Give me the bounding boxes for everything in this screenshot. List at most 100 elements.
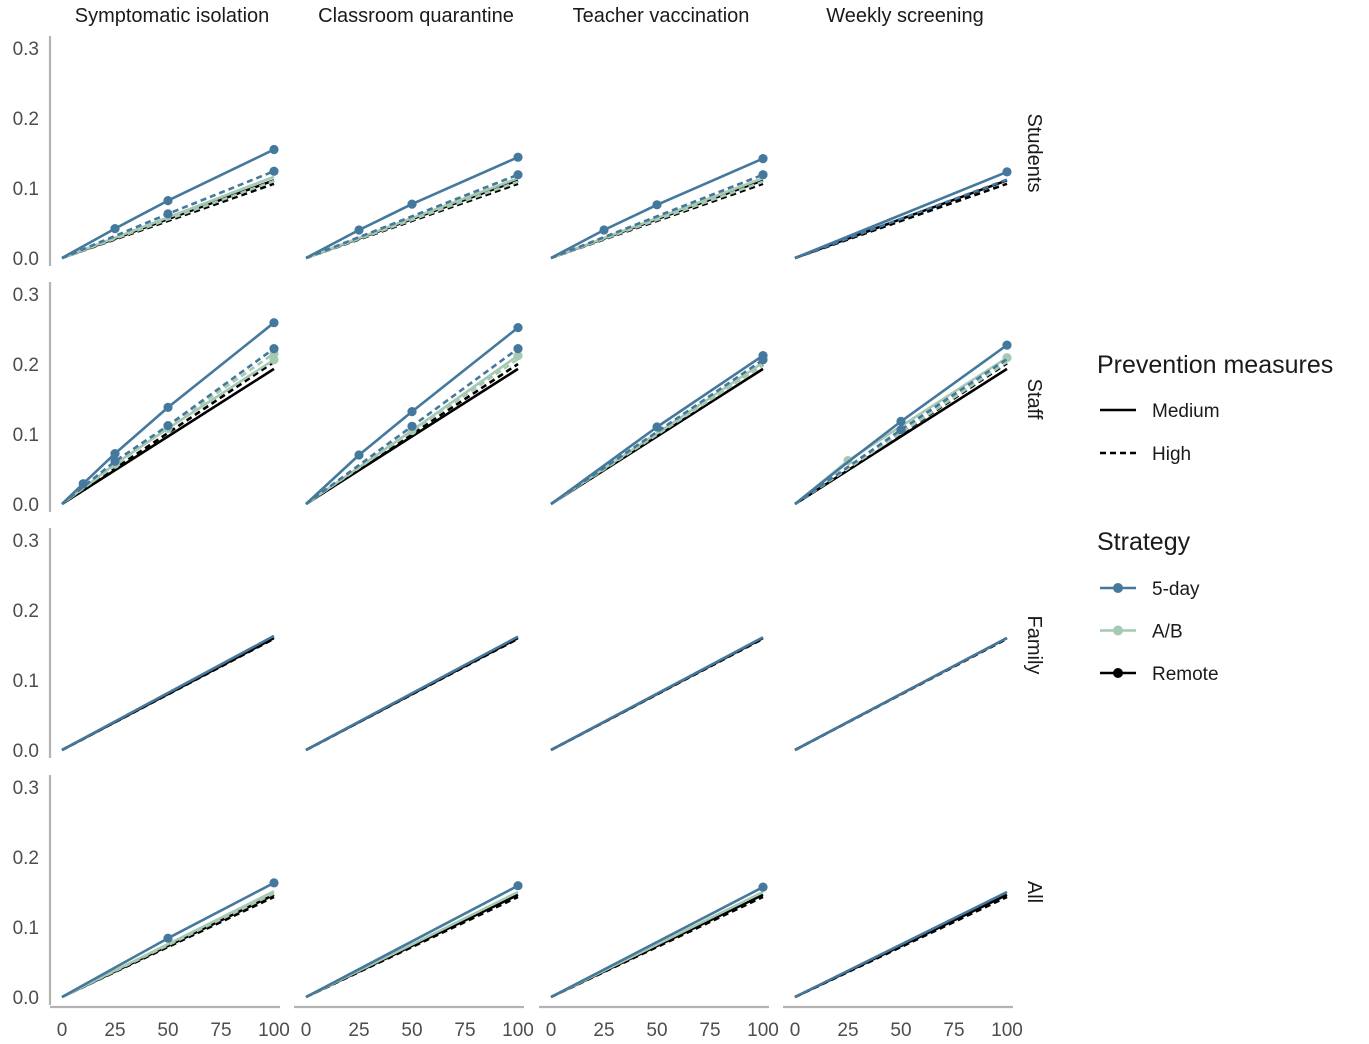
series-line-5-day-medium <box>305 635 519 752</box>
series-line-remote-high <box>61 895 275 999</box>
y-tick-label: 0.2 <box>13 355 39 376</box>
y-tick-label: 0.3 <box>13 39 39 60</box>
x-tick-label: 0 <box>301 1020 312 1041</box>
panel-family-symptomatic-isolation <box>61 634 275 752</box>
data-point-5-day <box>407 421 417 431</box>
x-tick-label: 25 <box>104 1020 125 1041</box>
panel-staff-teacher-vaccination <box>550 351 768 506</box>
series-line-a-b-medium <box>550 176 764 260</box>
series-line-5-day-high <box>794 358 1008 506</box>
panel-students-teacher-vaccination <box>550 154 768 260</box>
series-line-5-day-medium <box>794 636 1008 752</box>
data-point-5-day <box>407 407 417 417</box>
series-line-a-b-high <box>305 180 519 260</box>
facet-column-label-classroom-quarantine: Classroom quarantine <box>318 5 514 27</box>
x-tick-label: 25 <box>837 1020 858 1041</box>
y-tick-label: 0.1 <box>13 179 39 200</box>
facet-row-label-students: Students <box>1023 114 1045 193</box>
series-line-remote-high <box>794 895 1008 999</box>
facet-row-label-family: Family <box>1023 616 1045 675</box>
data-point-5-day <box>269 144 279 155</box>
data-point-5-day <box>513 170 523 180</box>
series-line-5-day-medium <box>550 885 764 999</box>
panel-all-weekly-screening <box>794 890 1008 999</box>
facet-column-label-symptomatic-isolation: Symptomatic isolation <box>75 5 270 27</box>
legend-title-strategy: Strategy <box>1097 528 1191 556</box>
x-tick-label: 100 <box>747 1020 779 1041</box>
data-point-5-day <box>269 344 279 354</box>
y-tick-label: 0.0 <box>13 741 39 762</box>
x-tick-label: 0 <box>546 1020 557 1041</box>
data-point-5-day <box>1002 167 1012 177</box>
data-point-5-day <box>163 196 173 206</box>
panel-students-classroom-quarantine <box>305 152 523 260</box>
y-tick-label: 0.3 <box>13 778 39 799</box>
data-point-5-day <box>1002 340 1012 350</box>
data-point-5-day <box>513 323 523 333</box>
panel-all-teacher-vaccination <box>550 882 768 999</box>
series-line-remote-high <box>61 360 275 506</box>
y-tick-label: 0.0 <box>13 988 39 1009</box>
y-tick-label: 0.0 <box>13 495 39 516</box>
data-point-5-day <box>513 881 523 891</box>
data-point-5-day <box>110 224 120 234</box>
y-tick-label: 0.2 <box>13 848 39 869</box>
series-line-5-day-medium <box>61 148 275 260</box>
series-line-a-b-high <box>550 180 764 260</box>
series-line-remote-medium <box>61 367 275 506</box>
data-point-5-day <box>354 225 364 235</box>
data-point-5-day <box>758 154 768 164</box>
x-tick-label: 50 <box>890 1020 911 1041</box>
panel-staff-symptomatic-isolation <box>61 318 279 506</box>
series-line-5-day-medium <box>550 636 764 752</box>
series-line-5-day-medium <box>794 170 1008 260</box>
facet-column-label-teacher-vaccination: Teacher vaccination <box>573 5 750 27</box>
y-tick-label: 0.2 <box>13 109 39 130</box>
y-tick-label: 0.0 <box>13 249 39 270</box>
panel-family-classroom-quarantine <box>305 635 519 752</box>
data-point-5-day <box>896 416 906 426</box>
data-point-5-day <box>163 209 173 219</box>
series-line-5-day-high <box>550 173 764 260</box>
series-line-5-day-high <box>794 178 1008 260</box>
series-line-5-day-medium <box>305 156 519 260</box>
panel-staff-classroom-quarantine <box>305 323 523 506</box>
series-line-5-day-medium <box>794 890 1008 999</box>
panel-students-symptomatic-isolation <box>61 144 279 260</box>
x-tick-label: 0 <box>57 1020 68 1041</box>
x-tick-label: 25 <box>348 1020 369 1041</box>
data-point-5-day <box>513 152 523 162</box>
data-point-5-day <box>652 200 662 210</box>
series-line-a-b-medium <box>550 361 764 506</box>
series-line-remote-high <box>305 895 519 999</box>
x-tick-label: 0 <box>790 1020 801 1041</box>
series-line-a-b-medium <box>305 176 519 260</box>
data-point-5-day <box>354 450 364 460</box>
panel-family-weekly-screening <box>794 636 1008 752</box>
series-line-5-day-medium <box>550 157 764 260</box>
panel-family-teacher-vaccination <box>550 636 764 752</box>
x-tick-label: 75 <box>210 1020 231 1041</box>
x-tick-label: 100 <box>502 1020 534 1041</box>
series-line-5-day-medium <box>305 326 519 505</box>
x-tick-label: 50 <box>157 1020 178 1041</box>
legend-title-prevention: Prevention measures <box>1097 351 1333 379</box>
legend-label-remote: Remote <box>1152 664 1219 685</box>
y-tick-label: 0.3 <box>13 531 39 552</box>
panel-students-weekly-screening <box>794 167 1012 260</box>
panel-all-classroom-quarantine <box>305 881 523 999</box>
series-line-remote-medium <box>794 367 1008 506</box>
facet-row-label-all: All <box>1023 881 1045 903</box>
data-point-5-day <box>758 170 768 180</box>
data-point-5-day <box>407 199 417 209</box>
legend-label-a-b: A/B <box>1152 622 1183 643</box>
legend-label-high: High <box>1152 444 1191 465</box>
facet-row-label-staff: Staff <box>1023 379 1045 420</box>
x-tick-label: 100 <box>258 1020 290 1041</box>
series-line-remote-medium <box>305 367 519 506</box>
x-tick-label: 50 <box>401 1020 422 1041</box>
x-tick-label: 100 <box>991 1020 1023 1041</box>
series-line-remote-high <box>550 895 764 999</box>
data-point-5-day <box>163 402 173 412</box>
panel-staff-weekly-screening <box>794 340 1012 506</box>
